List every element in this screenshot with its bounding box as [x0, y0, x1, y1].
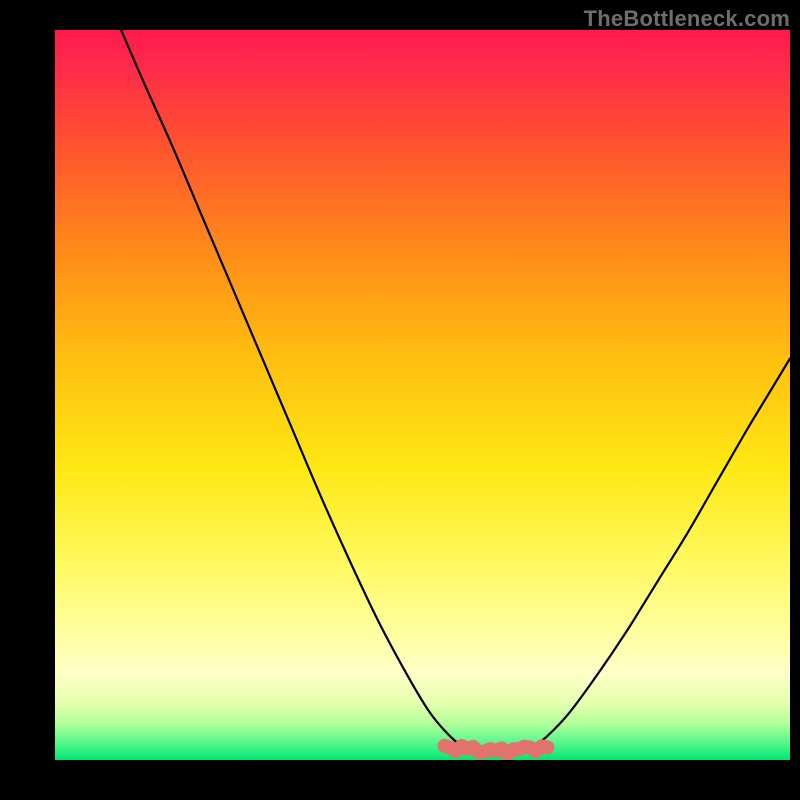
optimal-range-marker [445, 746, 548, 754]
bottleneck-curve-chart [0, 0, 800, 800]
plot-background [55, 30, 790, 760]
chart-container: TheBottleneck.com [0, 0, 800, 800]
watermark-text: TheBottleneck.com [584, 6, 790, 32]
